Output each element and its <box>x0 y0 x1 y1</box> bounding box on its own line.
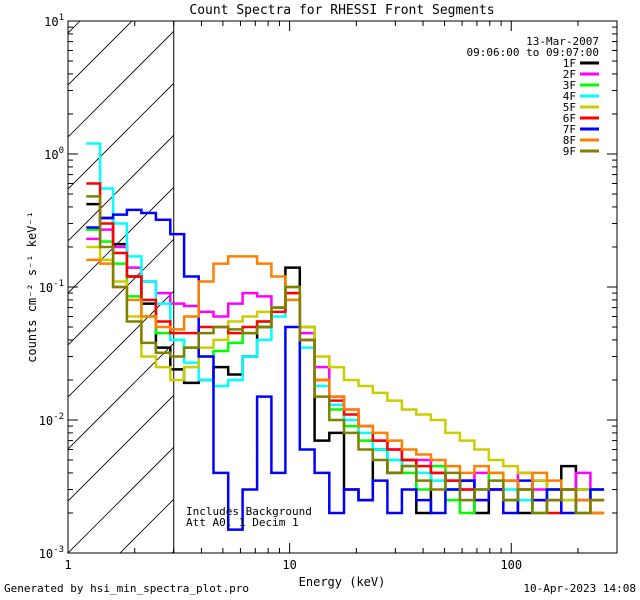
legend-label-5F: 5F <box>563 101 576 114</box>
y-tick-label: 10-2 <box>39 412 64 428</box>
hatch-line <box>68 30 174 138</box>
legend-label-2F: 2F <box>563 68 576 81</box>
time-range-label: 09:06:00 to 09:07:00 <box>467 46 599 59</box>
chart-title: Count Spectra for RHESSI Front Segments <box>189 3 494 18</box>
legend-label-8F: 8F <box>563 134 576 147</box>
x-axis-label: Energy (keV) <box>299 575 386 589</box>
legend-label-6F: 6F <box>563 112 576 125</box>
hatch-line <box>68 394 174 502</box>
legend-label-7F: 7F <box>563 123 576 136</box>
hatch-line <box>68 446 174 553</box>
series-line-8F <box>86 255 605 515</box>
legend-label-4F: 4F <box>563 90 576 103</box>
footer-timestamp: 10-Apr-2023 14:08 <box>523 582 636 595</box>
x-tick-label: 100 <box>500 558 522 572</box>
date-label: 13-Mar-2007 <box>526 35 599 48</box>
y-tick-label: 10-1 <box>39 279 64 295</box>
axes: 1 10 100 10-3 10-2 10-1 100 101 <box>39 13 618 572</box>
attenuator-note: Att A0, 1 Decim 1 <box>186 516 299 529</box>
y-tick-label: 10-3 <box>39 545 64 561</box>
series-line-5F <box>86 245 605 502</box>
y-axis-label: counts cm⁻² s⁻¹ keV⁻¹ <box>25 211 39 363</box>
x-tick-label: 1 <box>64 558 71 572</box>
legend-label-1F: 1F <box>563 57 576 70</box>
hatch-line <box>0 21 28 553</box>
series-line-7F <box>86 208 605 531</box>
footer-generated-by: Generated by hsi_min_spectra_plot.pro <box>4 582 250 595</box>
legend-label-9F: 9F <box>563 145 576 158</box>
y-tick-label: 100 <box>44 146 64 162</box>
legend-label-3F: 3F <box>563 79 576 92</box>
series-line-9F <box>86 195 605 515</box>
background-note: Includes Background <box>186 505 312 518</box>
y-tick-label: 101 <box>44 13 64 29</box>
series-layer <box>86 142 605 531</box>
hatch-line <box>68 82 174 190</box>
series-line-1F <box>86 202 605 515</box>
x-tick-label: 10 <box>282 558 296 572</box>
